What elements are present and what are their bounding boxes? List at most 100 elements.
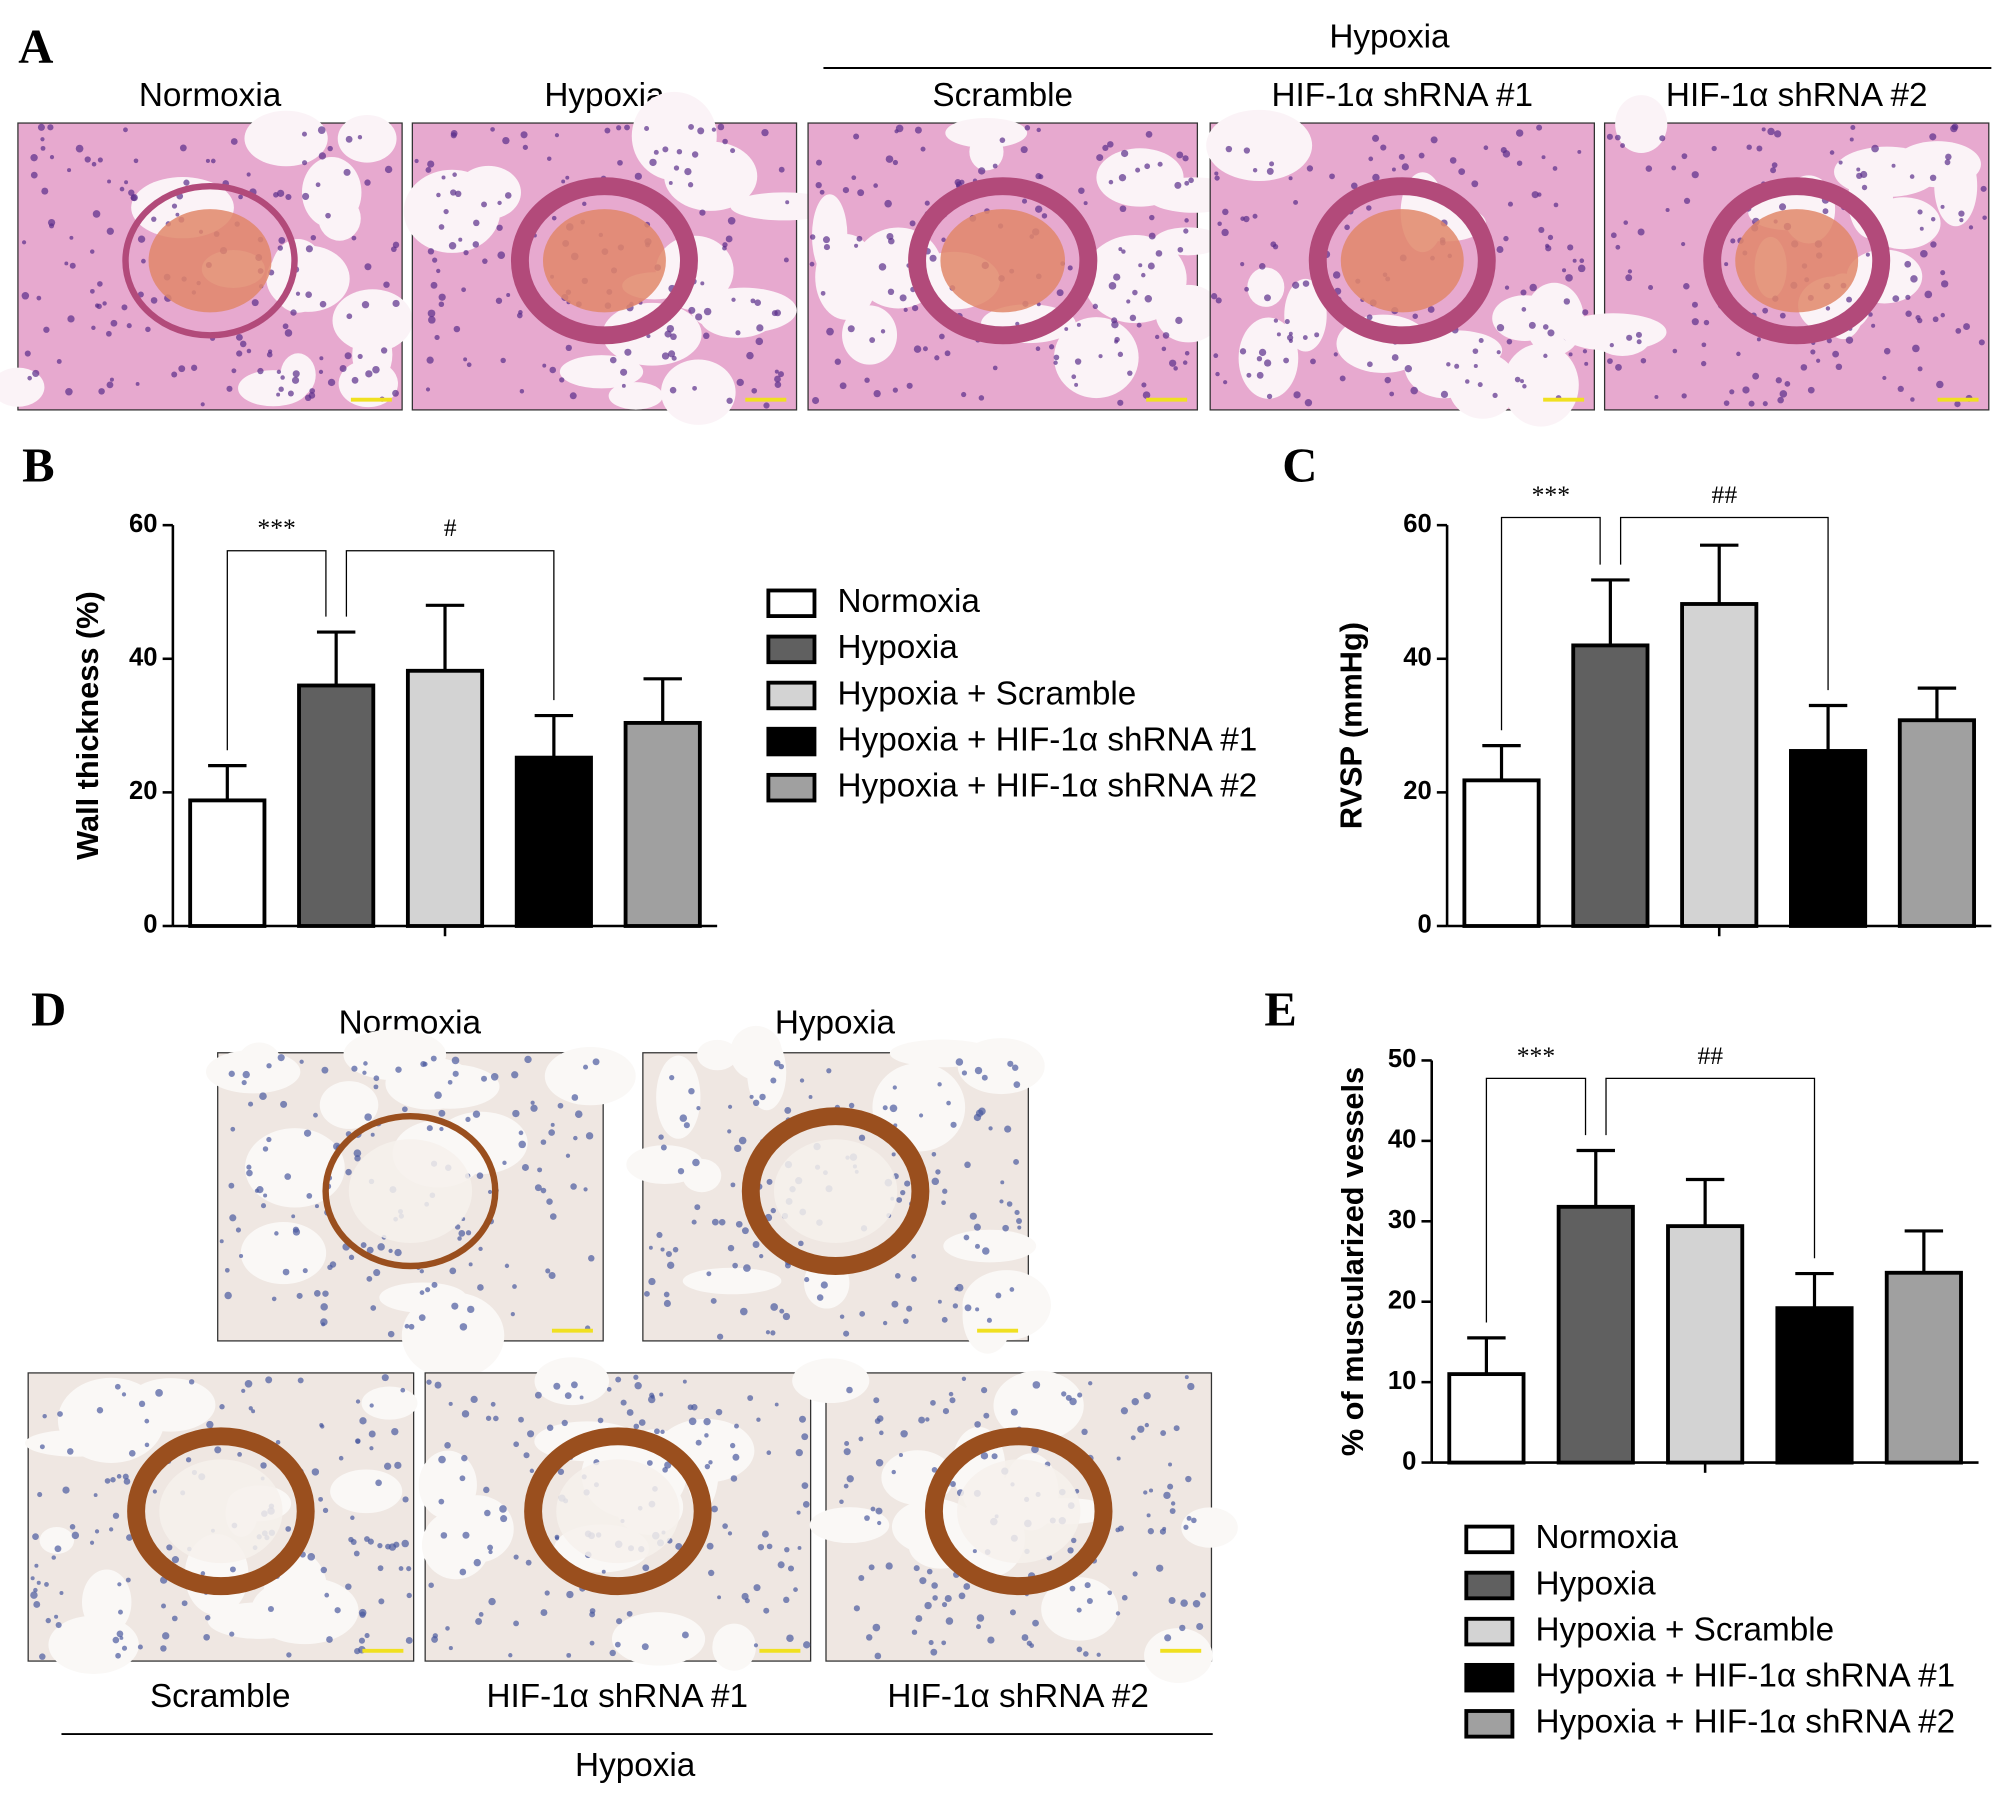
nucleus bbox=[928, 1640, 934, 1646]
nucleus bbox=[880, 329, 886, 334]
nucleus bbox=[1955, 328, 1962, 334]
nucleus bbox=[430, 281, 438, 289]
group-label: Hypoxia bbox=[1329, 18, 1450, 55]
nucleus bbox=[49, 155, 55, 160]
nucleus bbox=[1016, 1218, 1022, 1224]
nucleus bbox=[525, 1559, 532, 1566]
nucleus bbox=[438, 224, 445, 230]
nucleus bbox=[884, 199, 892, 208]
nucleus bbox=[497, 200, 502, 206]
nucleus bbox=[778, 166, 785, 173]
nucleus bbox=[75, 144, 84, 153]
nucleus bbox=[354, 1155, 361, 1162]
nucleus bbox=[467, 1305, 475, 1314]
nucleus bbox=[205, 158, 210, 163]
nucleus bbox=[1835, 363, 1843, 371]
nucleus bbox=[874, 1652, 882, 1660]
nucleus bbox=[778, 371, 784, 378]
nucleus bbox=[731, 297, 736, 302]
nucleus bbox=[664, 1461, 672, 1469]
nucleus bbox=[937, 1082, 942, 1087]
nucleus bbox=[137, 1644, 143, 1650]
nucleus bbox=[512, 1284, 517, 1289]
nucleus bbox=[348, 1536, 354, 1543]
nucleus bbox=[710, 1297, 717, 1304]
nucleus bbox=[359, 1417, 367, 1425]
nucleus bbox=[1071, 374, 1077, 380]
nucleus bbox=[1627, 269, 1633, 274]
nucleus bbox=[239, 340, 247, 348]
nucleus bbox=[571, 1094, 579, 1101]
nucleus bbox=[738, 1136, 747, 1145]
nucleus bbox=[566, 1652, 572, 1658]
nucleus bbox=[582, 201, 587, 207]
nucleus bbox=[380, 347, 388, 354]
nucleus bbox=[447, 1079, 453, 1085]
nucleus bbox=[1180, 1599, 1188, 1607]
nucleus bbox=[71, 1531, 80, 1540]
nucleus bbox=[585, 1132, 594, 1140]
nucleus bbox=[422, 1061, 428, 1067]
nucleus bbox=[1273, 318, 1279, 323]
image-label: HIF-1α shRNA #1 bbox=[1271, 77, 1533, 114]
nucleus bbox=[750, 298, 756, 304]
alveolus bbox=[319, 1081, 379, 1129]
alveolus bbox=[39, 1527, 75, 1554]
nucleus bbox=[773, 1059, 781, 1067]
panel-label: B bbox=[22, 438, 54, 492]
nucleus bbox=[171, 371, 178, 378]
nucleus bbox=[1131, 1398, 1139, 1406]
bar bbox=[1571, 643, 1650, 928]
nucleus bbox=[363, 1061, 368, 1066]
nucleus bbox=[815, 181, 822, 189]
nucleus bbox=[246, 1164, 252, 1170]
nucleus bbox=[1350, 182, 1358, 190]
nucleus bbox=[355, 1438, 361, 1444]
legend-label: Hypoxia bbox=[838, 629, 959, 666]
nucleus bbox=[1130, 1435, 1136, 1441]
alveolus bbox=[207, 1602, 312, 1639]
legend-swatch bbox=[1464, 1616, 1515, 1647]
nucleus bbox=[753, 1643, 759, 1648]
nucleus bbox=[499, 1505, 507, 1513]
nucleus bbox=[922, 346, 928, 352]
nucleus bbox=[931, 1177, 940, 1186]
nucleus bbox=[1107, 141, 1114, 148]
nucleus bbox=[544, 1590, 550, 1596]
nucleus bbox=[150, 297, 158, 304]
nucleus bbox=[963, 1234, 970, 1241]
nucleus bbox=[67, 315, 75, 323]
nucleus bbox=[1276, 332, 1281, 337]
alveolus bbox=[1153, 227, 1223, 256]
nucleus bbox=[913, 1565, 920, 1572]
nucleus bbox=[1155, 250, 1163, 257]
nucleus bbox=[826, 1068, 832, 1074]
nucleus bbox=[518, 310, 523, 315]
nucleus bbox=[911, 1629, 918, 1635]
nucleus bbox=[889, 1104, 898, 1113]
nucleus bbox=[566, 1590, 574, 1599]
nucleus bbox=[32, 1533, 39, 1540]
nucleus bbox=[1021, 198, 1028, 204]
nucleus bbox=[1118, 174, 1127, 182]
nucleus bbox=[665, 1251, 672, 1258]
nucleus bbox=[1807, 386, 1815, 394]
nucleus bbox=[1147, 262, 1155, 270]
nucleus bbox=[820, 1281, 828, 1289]
nucleus bbox=[89, 1540, 95, 1545]
legend-label: Hypoxia + Scramble bbox=[1535, 1611, 1834, 1648]
nucleus bbox=[109, 1527, 114, 1532]
nucleus bbox=[98, 388, 105, 395]
nucleus bbox=[326, 1636, 333, 1643]
nucleus bbox=[1500, 147, 1507, 154]
nucleus bbox=[1552, 166, 1558, 171]
significance-label: *** bbox=[1532, 480, 1570, 509]
image-label: Hypoxia bbox=[775, 1004, 896, 1041]
nucleus bbox=[39, 1444, 45, 1450]
nucleus bbox=[364, 1113, 372, 1121]
nucleus bbox=[440, 1532, 448, 1539]
nucleus bbox=[511, 1071, 519, 1079]
nucleus bbox=[345, 1168, 352, 1176]
nucleus bbox=[1266, 393, 1273, 400]
nucleus bbox=[406, 1566, 412, 1572]
